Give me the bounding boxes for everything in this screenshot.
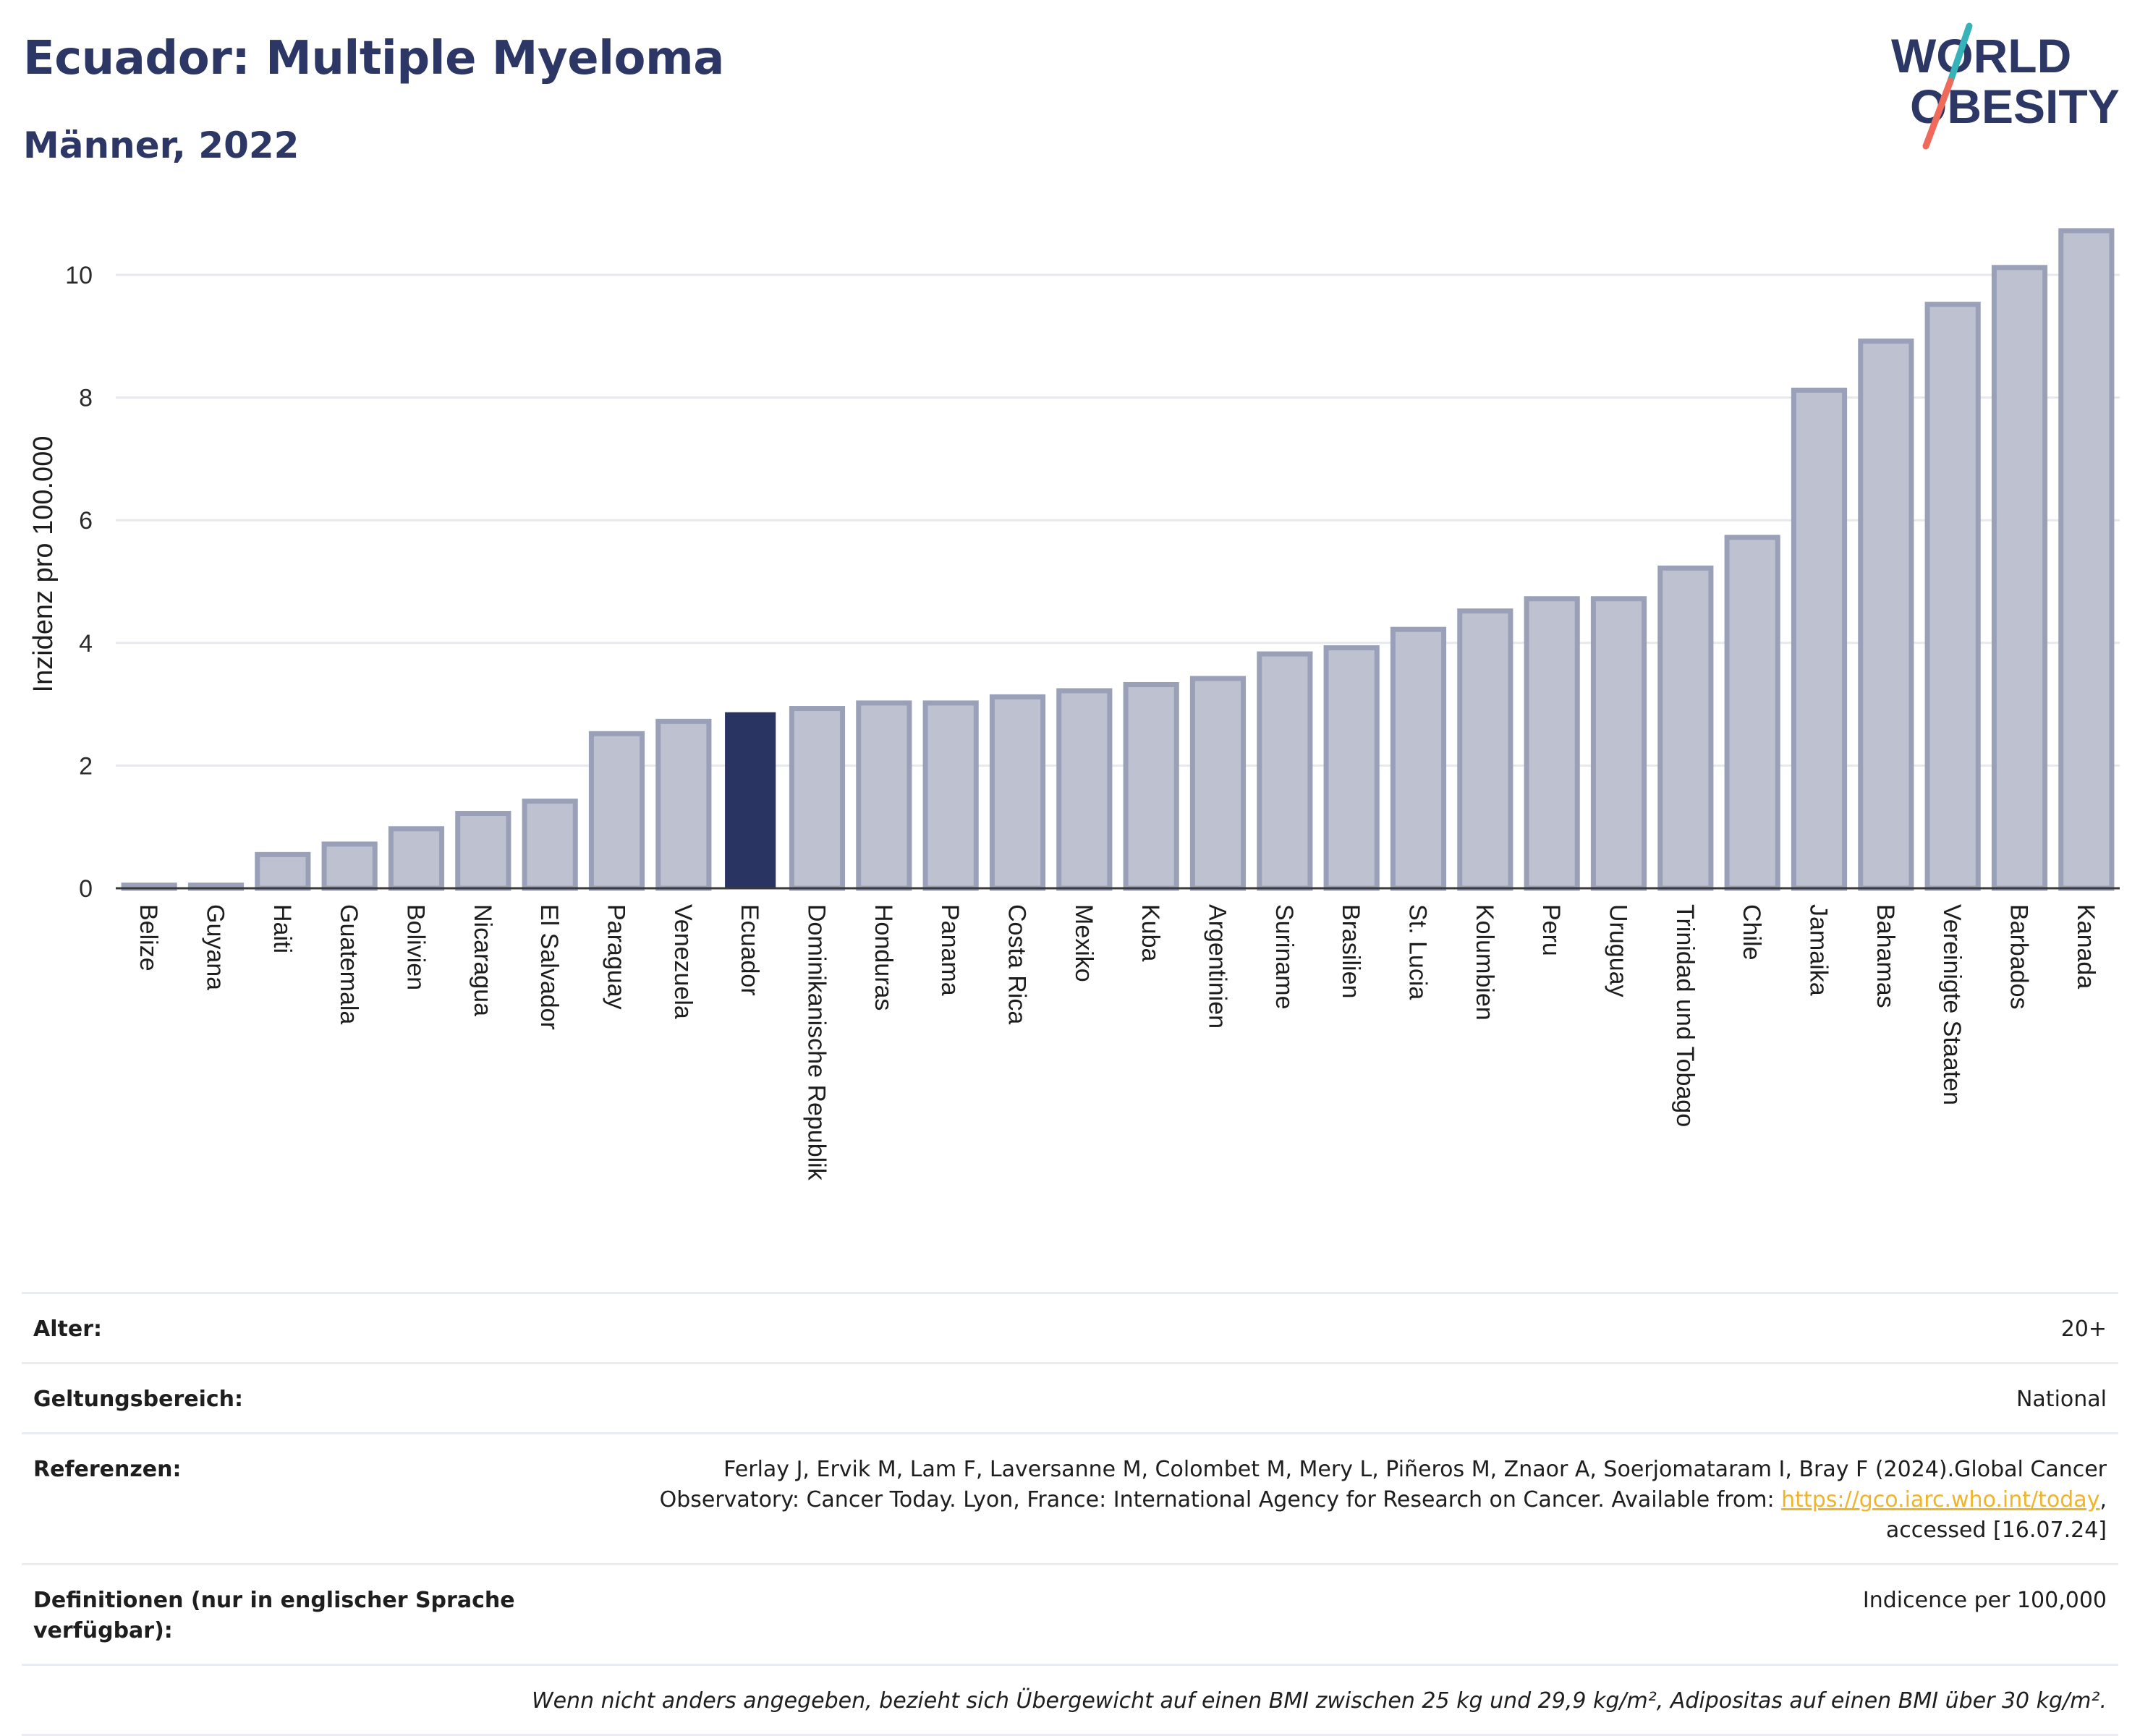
info-row-age: Alter: 20+	[22, 1292, 2118, 1362]
logo-slash-teal	[1947, 22, 1973, 85]
chart-title: Ecuador: Multiple Myeloma	[23, 32, 724, 85]
world-obesity-logo: WORLD OBESITY	[1891, 22, 2120, 150]
x-tick-label: Uruguay	[1605, 904, 1632, 997]
x-tick-label: Vereinigte Staaten	[1938, 904, 1966, 1105]
bar-el-salvador[interactable]	[522, 799, 578, 891]
x-tick-label: Guyana	[202, 904, 229, 990]
y-tick-label: 4	[79, 630, 93, 658]
bar-vereinigte-staaten[interactable]	[1924, 302, 1981, 891]
bar-bolivien[interactable]	[388, 826, 445, 891]
bar-layer	[121, 228, 2115, 891]
bar-st-lucia[interactable]	[1390, 626, 1447, 891]
x-tick-label: Kolumbien	[1471, 904, 1498, 1021]
bar-bahamas[interactable]	[1858, 339, 1914, 891]
x-tick-label: Honduras	[870, 904, 897, 1010]
x-tick-label: Trinidad und Tobago	[1671, 904, 1699, 1127]
bar-guatemala[interactable]	[321, 841, 378, 891]
x-tick-label: El Salvador	[535, 904, 563, 1030]
bar-kolumbien[interactable]	[1457, 608, 1513, 891]
bar-suriname[interactable]	[1257, 651, 1313, 891]
logo-slash-coral	[1922, 77, 1954, 150]
x-tick-label: Dominikanische Republik	[803, 904, 831, 1181]
y-tick-label: 10	[65, 262, 93, 289]
x-tick-label: Argentinien	[1204, 904, 1231, 1029]
bar-barbados[interactable]	[1991, 265, 2048, 891]
x-tick-label: Guatemala	[335, 904, 362, 1024]
x-tick-label: St. Lucia	[1404, 904, 1432, 1000]
info-row-scope: Geltungsbereich: National	[22, 1362, 2118, 1432]
info-row-note: Wenn nicht anders angegeben, bezieht sic…	[22, 1664, 2118, 1736]
age-value: 20+	[2060, 1316, 2107, 1342]
bar-peru[interactable]	[1524, 596, 1580, 891]
bar-brasilien[interactable]	[1323, 645, 1380, 891]
bar-nicaragua[interactable]	[455, 811, 511, 891]
bar-trinidad-und-tobago[interactable]	[1657, 565, 1714, 891]
bar-argentinien[interactable]	[1189, 676, 1247, 891]
y-tick-label: 2	[79, 752, 93, 780]
references-link[interactable]: https://gco.iarc.who.int/today	[1781, 1487, 2100, 1512]
bar-chile[interactable]	[1724, 535, 1780, 891]
bar-honduras[interactable]	[856, 700, 912, 891]
references-text-1: Ferlay J, Ervik M, Lam F, Laversanne M, …	[723, 1457, 2107, 1482]
x-tick-label: Mexiko	[1070, 904, 1097, 982]
x-tick-label: Chile	[1738, 904, 1765, 960]
x-tick-label: Venezuela	[669, 904, 697, 1019]
references-text-2: Observatory: Cancer Today. Lyon, France:…	[659, 1487, 1782, 1512]
scope-label: Geltungsbereich:	[33, 1387, 244, 1412]
x-tick-label: Jamaika	[1805, 904, 1833, 996]
x-tick-label: Peru	[1537, 904, 1565, 956]
grid-layer	[116, 273, 2120, 767]
definitions-value: Indicence per 100,000	[1862, 1588, 2107, 1613]
x-tick-label: Brasilien	[1337, 904, 1364, 998]
bar-ecuador[interactable]	[725, 712, 776, 888]
y-tick-label: 6	[79, 507, 93, 535]
x-tick-label: Ecuador	[736, 904, 763, 996]
x-tick-label: Kuba	[1137, 904, 1164, 961]
x-tick-label: Costa Rica	[1003, 904, 1031, 1024]
info-row-references: Referenzen: Ferlay J, Ervik M, Lam F, La…	[22, 1432, 2118, 1563]
bar-uruguay[interactable]	[1590, 596, 1647, 891]
references-value: Ferlay J, Ervik M, Lam F, Laversanne M, …	[659, 1457, 2107, 1543]
x-tick-label: Belize	[135, 904, 162, 971]
x-tick-label: Paraguay	[603, 904, 630, 1010]
bar-kuba[interactable]	[1123, 681, 1179, 891]
definitions-label: Definitionen (nur in englischer Sprache …	[33, 1588, 515, 1643]
bar-chart: 0 2 4 6 8 10 Belize Guyana Haiti Guatemala Bolivie…	[28, 228, 2120, 1181]
bar-paraguay[interactable]	[588, 731, 645, 891]
info-row-definitions: Definitionen (nur in englischer Sprache …	[22, 1563, 2118, 1664]
bar-panama[interactable]	[922, 700, 979, 891]
y-tick-label: 0	[79, 875, 93, 903]
references-text-3: accessed [16.07.24]	[1885, 1518, 2107, 1543]
bar-jamaika[interactable]	[1791, 387, 1848, 891]
info-table: Alter: 20+ Geltungsbereich: National Ref…	[22, 1292, 2118, 1736]
x-tick-label: Haiti	[268, 904, 296, 953]
x-tick-label: Bahamas	[1872, 904, 1899, 1008]
bar-dominikanische-republik[interactable]	[789, 706, 846, 891]
logo-word-world: WORLD	[1891, 29, 2071, 82]
bar-kanada[interactable]	[2058, 228, 2115, 891]
y-tick-label: 8	[79, 385, 93, 412]
bar-venezuela[interactable]	[655, 718, 712, 891]
x-tick-label: Bolivien	[402, 904, 430, 990]
bar-mexiko[interactable]	[1056, 688, 1113, 891]
x-tick-label: Panama	[936, 904, 964, 996]
scope-value: National	[2016, 1387, 2107, 1412]
bmi-note: Wenn nicht anders angegeben, bezieht sic…	[531, 1688, 2107, 1714]
age-label: Alter:	[33, 1316, 102, 1342]
x-tick-label: Kanada	[2072, 904, 2099, 989]
axis-layer: 0 2 4 6 8 10 Belize Guyana Haiti Guatemala Bolivie…	[65, 262, 2120, 1181]
x-tick-label: Barbados	[2005, 904, 2033, 1010]
x-tick-label: Nicaragua	[469, 904, 496, 1016]
bar-costa-rica[interactable]	[989, 694, 1046, 891]
references-label: Referenzen:	[33, 1457, 182, 1482]
x-tick-label: Suriname	[1270, 904, 1298, 1010]
bar-haiti[interactable]	[255, 851, 311, 891]
y-axis-label: Inzidenz pro 100.000	[28, 436, 59, 693]
chart-subtitle: Männer, 2022	[23, 124, 300, 166]
